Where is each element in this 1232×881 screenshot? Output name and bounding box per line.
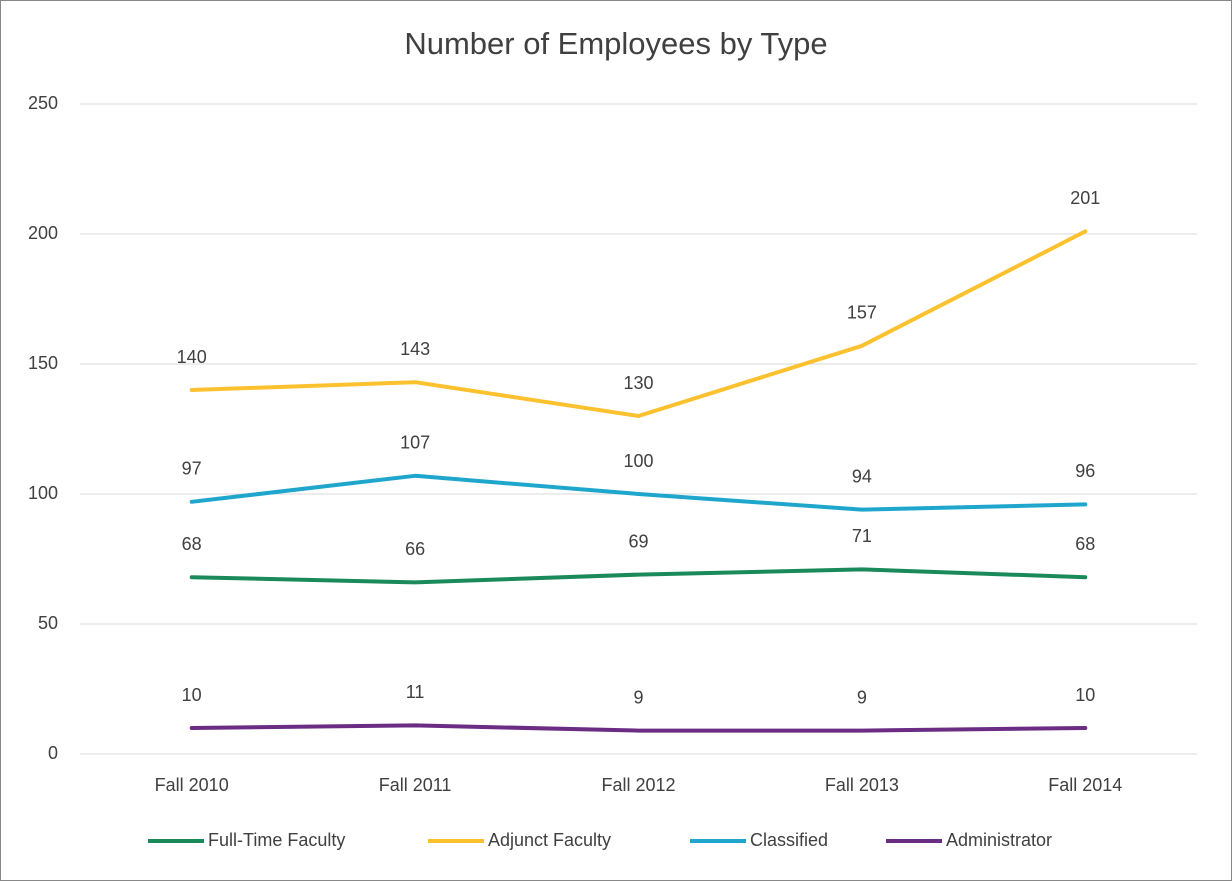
data-label: 201 — [1070, 188, 1100, 208]
y-tick-label: 200 — [28, 223, 58, 243]
legend-label: Classified — [750, 830, 828, 850]
data-label: 130 — [623, 373, 653, 393]
data-label: 9 — [633, 687, 643, 707]
chart-title: Number of Employees by Type — [404, 26, 827, 61]
data-label: 10 — [182, 685, 202, 705]
data-label: 10 — [1075, 685, 1095, 705]
data-label: 140 — [177, 347, 207, 367]
y-tick-label: 50 — [38, 613, 58, 633]
data-label: 66 — [405, 539, 425, 559]
series-line — [189, 567, 1088, 585]
y-tick-label: 100 — [28, 483, 58, 503]
series-line — [189, 473, 1088, 512]
y-tick-label: 150 — [28, 353, 58, 373]
data-label: 157 — [847, 303, 877, 323]
data-label: 96 — [1075, 461, 1095, 481]
x-tick-label: Fall 2012 — [601, 775, 675, 795]
x-tick-label: Fall 2010 — [155, 775, 229, 795]
data-label: 68 — [182, 534, 202, 554]
legend-label: Full-Time Faculty — [208, 830, 345, 850]
data-label: 11 — [406, 682, 425, 702]
data-label: 97 — [182, 459, 202, 479]
data-label: 9 — [857, 687, 867, 707]
legend-label: Administrator — [946, 830, 1052, 850]
data-label: 94 — [852, 466, 872, 486]
data-label: 71 — [852, 526, 872, 546]
y-tick-label: 250 — [28, 93, 58, 113]
series-line — [189, 723, 1088, 733]
x-tick-label: Fall 2011 — [379, 775, 452, 795]
legend-label: Adjunct Faculty — [488, 830, 611, 850]
data-label: 107 — [400, 433, 430, 453]
data-label: 69 — [628, 531, 648, 551]
x-tick-label: Fall 2014 — [1048, 775, 1122, 795]
series-line — [189, 229, 1088, 418]
data-label: 143 — [400, 339, 430, 359]
data-label: 68 — [1075, 534, 1095, 554]
y-tick-label: 0 — [48, 743, 58, 763]
x-tick-label: Fall 2013 — [825, 775, 899, 795]
data-label: 100 — [623, 451, 653, 471]
